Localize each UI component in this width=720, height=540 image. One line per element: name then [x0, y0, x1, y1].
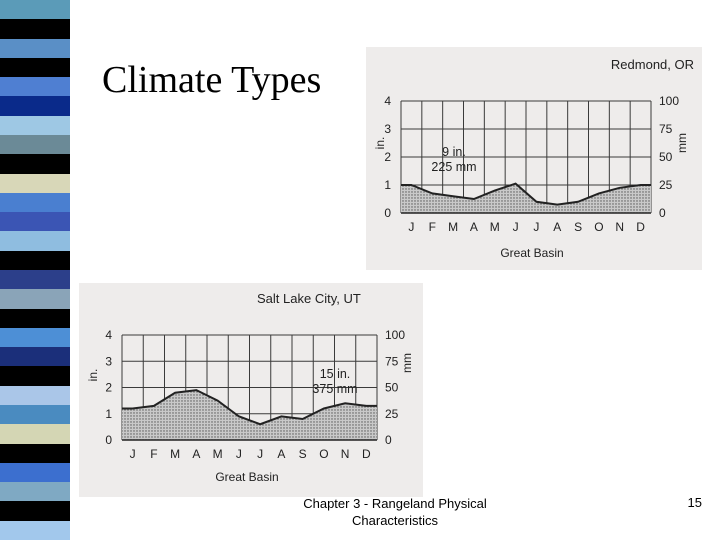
stripe-cell: [0, 308, 70, 329]
precipitation-area: [122, 390, 377, 440]
x-axis-label: Great Basin: [215, 470, 278, 484]
y-tick-label: 3: [384, 122, 391, 136]
x-tick-label: J: [130, 447, 136, 461]
stripe-cell: [0, 289, 70, 310]
stripe-cell: [0, 135, 70, 155]
y-tick-label: 4: [105, 328, 112, 342]
x-tick-label: A: [277, 447, 285, 461]
stripe-cell: [0, 154, 70, 175]
precipitation-area: [401, 183, 651, 213]
stripe-cell: [0, 482, 70, 502]
stripe-cell: [0, 173, 70, 194]
y2-tick-label: 0: [659, 206, 666, 220]
stripe-cell: [0, 366, 70, 387]
stripe-cell: [0, 192, 70, 213]
chart-title: Redmond, OR: [611, 57, 694, 72]
y-axis-label: in.: [373, 137, 387, 150]
y-axis-label: in.: [86, 369, 100, 382]
stripe-cell: [0, 96, 70, 117]
total-precipitation-annotation: 9 in.: [442, 145, 466, 159]
x-tick-label: J: [257, 447, 263, 461]
y2-tick-label: 50: [659, 150, 673, 164]
x-tick-label: A: [470, 220, 478, 234]
stripe-cell: [0, 501, 70, 522]
precipitation-line: [401, 182, 651, 206]
y2-tick-label: 75: [385, 354, 399, 368]
x-tick-label: N: [615, 220, 624, 234]
y2-tick-label: 100: [385, 328, 405, 342]
stripe-cell: [0, 443, 70, 464]
footer-text: Chapter 3 - Rangeland Physical Character…: [303, 496, 487, 528]
stripe-cell: [0, 462, 70, 483]
precipitation-line: [122, 389, 377, 426]
total-precipitation-annotation: 225 mm: [431, 160, 476, 174]
y-tick-label: 0: [384, 206, 391, 220]
x-tick-label: F: [429, 220, 436, 234]
decorative-color-stripe: [0, 0, 70, 540]
stripe-cell: [0, 77, 70, 97]
total-precipitation-annotation: 375 mm: [312, 382, 357, 396]
x-tick-label: J: [533, 220, 539, 234]
stripe-cell: [0, 347, 70, 367]
y2-axis-label: mm: [400, 353, 414, 373]
y2-tick-label: 25: [385, 407, 399, 421]
x-tick-label: D: [636, 220, 645, 234]
y2-tick-label: 50: [385, 381, 399, 395]
y2-tick-label: 0: [385, 433, 392, 447]
y-tick-label: 1: [384, 178, 391, 192]
stripe-cell: [0, 270, 70, 290]
x-tick-label: A: [553, 220, 561, 234]
x-tick-label: J: [236, 447, 242, 461]
stripe-cell: [0, 250, 70, 271]
stripe-cell: [0, 57, 70, 78]
y2-tick-label: 25: [659, 178, 673, 192]
x-tick-label: N: [341, 447, 350, 461]
stripe-cell: [0, 212, 70, 232]
x-tick-label: A: [192, 447, 200, 461]
stripe-cell: [0, 231, 70, 252]
total-precipitation-annotation: 15 in.: [320, 367, 351, 381]
x-tick-label: D: [362, 447, 371, 461]
stripe-cell: [0, 424, 70, 445]
stripe-cell: [0, 115, 70, 136]
y-tick-label: 0: [105, 433, 112, 447]
stripe-cell: [0, 327, 70, 348]
x-tick-label: M: [213, 447, 223, 461]
x-tick-label: M: [490, 220, 500, 234]
slide-title: Climate Types: [102, 59, 322, 101]
y-tick-label: 2: [105, 381, 112, 395]
y-tick-label: 1: [105, 407, 112, 421]
y-tick-label: 4: [384, 94, 391, 108]
x-tick-label: J: [408, 220, 414, 234]
x-tick-label: O: [594, 220, 603, 234]
stripe-cell: [0, 385, 70, 406]
x-axis-label: Great Basin: [500, 246, 563, 260]
y2-axis-label: mm: [675, 133, 689, 153]
x-tick-label: M: [170, 447, 180, 461]
chart-title: Salt Lake City, UT: [257, 291, 361, 306]
x-tick-label: S: [574, 220, 582, 234]
y-tick-label: 3: [105, 354, 112, 368]
stripe-cell: [0, 520, 70, 540]
y-tick-label: 2: [384, 150, 391, 164]
y2-tick-label: 75: [659, 122, 673, 136]
stripe-cell: [0, 19, 70, 40]
stripe-cell: [0, 405, 70, 425]
x-tick-label: J: [513, 220, 519, 234]
slide-number: 15: [687, 495, 702, 510]
x-tick-label: O: [319, 447, 328, 461]
stripe-cell: [0, 0, 70, 20]
x-tick-label: F: [150, 447, 157, 461]
x-tick-label: S: [299, 447, 307, 461]
x-tick-label: M: [448, 220, 458, 234]
y2-tick-label: 100: [659, 94, 679, 108]
stripe-cell: [0, 38, 70, 59]
